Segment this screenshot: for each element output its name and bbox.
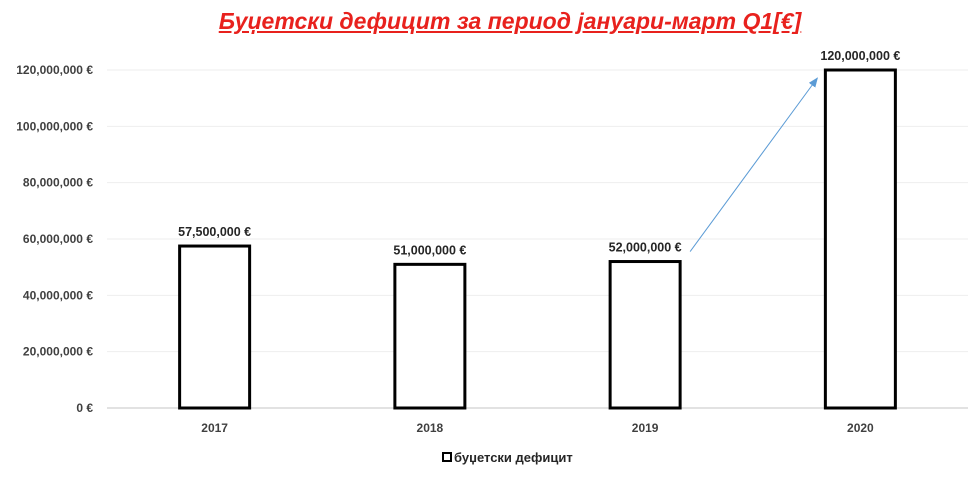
data-label-2018: 51,000,000 € xyxy=(393,243,466,257)
x-tick-label: 2017 xyxy=(201,421,228,435)
x-tick-label: 2020 xyxy=(847,421,874,435)
bars xyxy=(178,68,897,410)
data-label-2019: 52,000,000 € xyxy=(609,241,682,255)
x-tick-label: 2018 xyxy=(417,421,444,435)
annotations xyxy=(689,77,818,252)
x-tick-label: 2019 xyxy=(632,421,659,435)
bar-2019 xyxy=(608,260,682,410)
y-tick-label: 20,000,000 € xyxy=(23,345,93,359)
bar-2018 xyxy=(393,262,467,410)
chart-title: Буџетски дефицит за период јануари-март … xyxy=(218,8,802,34)
legend-label: буџетски дефицит xyxy=(454,450,573,465)
y-tick-label: 100,000,000 € xyxy=(16,119,93,133)
y-tick-label: 0 € xyxy=(76,401,93,415)
data-label-2017: 57,500,000 € xyxy=(178,225,251,239)
data-labels: 57,500,000 € 51,000,000 € 52,000,000 € 120,… xyxy=(178,49,900,257)
y-tick-label: 80,000,000 € xyxy=(23,176,93,190)
bar-2017 xyxy=(178,244,252,410)
y-tick-label: 40,000,000 € xyxy=(23,288,93,302)
trend-arrow xyxy=(689,77,818,252)
legend-swatch xyxy=(442,452,452,462)
legend: буџетски дефицит xyxy=(442,450,573,465)
bar-2020 xyxy=(823,68,897,410)
y-tick-label: 60,000,000 € xyxy=(23,232,93,246)
data-label-2020: 120,000,000 € xyxy=(820,49,900,63)
y-tick-label: 120,000,000 € xyxy=(16,63,93,77)
